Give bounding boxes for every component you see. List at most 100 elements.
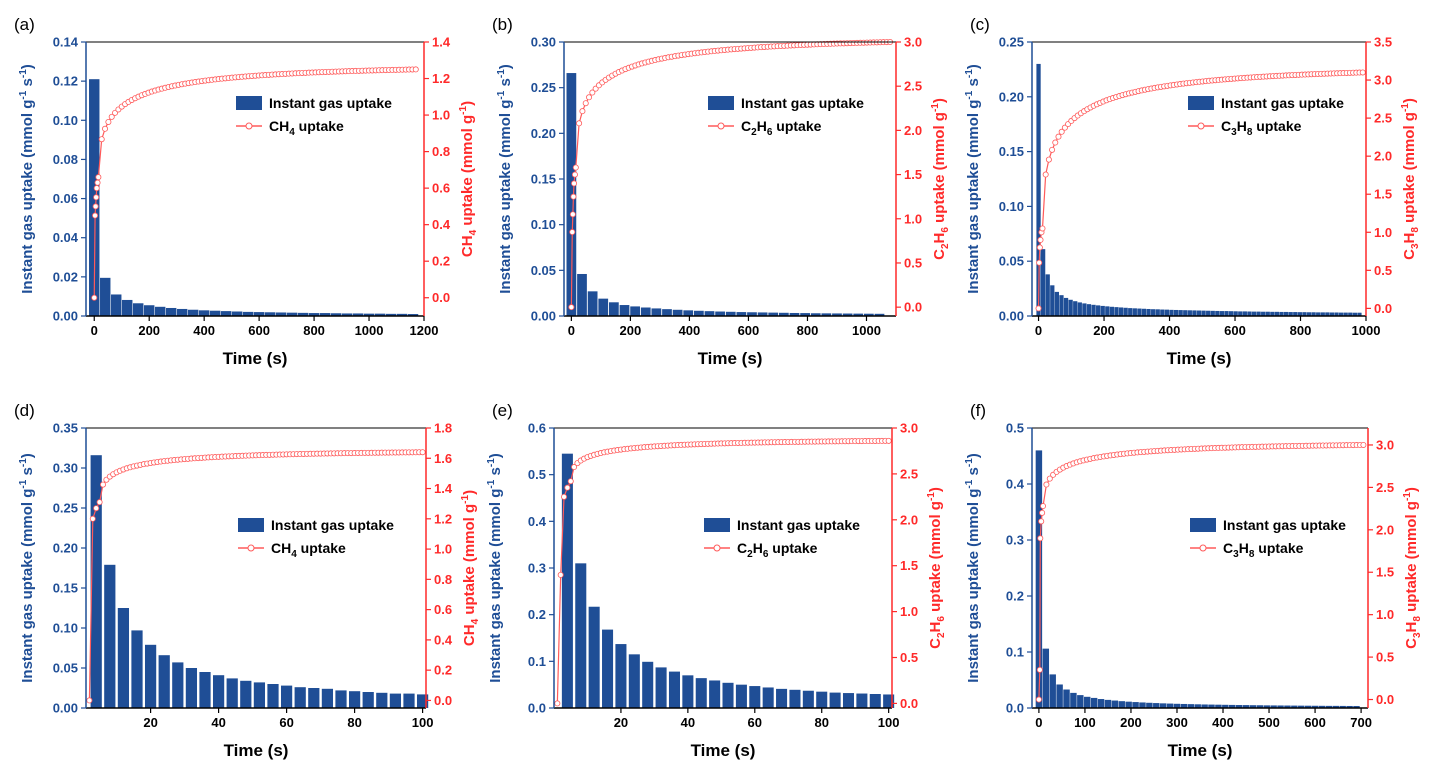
uptake-point bbox=[86, 697, 93, 704]
bar bbox=[1187, 704, 1195, 708]
x-tick-label: 400 bbox=[1212, 715, 1234, 730]
uptake-point bbox=[1052, 139, 1059, 146]
left-tick-label: 0.00 bbox=[53, 701, 78, 716]
bar bbox=[1049, 674, 1056, 708]
bar bbox=[1206, 310, 1211, 316]
bar bbox=[683, 310, 694, 316]
panel-label: (d) bbox=[14, 401, 35, 420]
x-tick-label: 1000 bbox=[1352, 323, 1381, 338]
legend-bar-label: Instant gas uptake bbox=[269, 95, 392, 111]
bar bbox=[275, 312, 287, 316]
left-tick-label: 0.20 bbox=[999, 89, 1024, 104]
bar bbox=[682, 675, 694, 708]
right-tick-label: 2.0 bbox=[1374, 149, 1392, 164]
bar bbox=[587, 291, 598, 316]
uptake-point bbox=[1055, 133, 1062, 140]
bar bbox=[132, 303, 144, 316]
bar bbox=[1306, 312, 1312, 316]
right-tick-label: 0.5 bbox=[900, 650, 918, 665]
right-tick-label: 0.4 bbox=[432, 217, 451, 232]
uptake-point bbox=[94, 179, 101, 186]
bar bbox=[1105, 306, 1110, 316]
bar bbox=[598, 298, 609, 316]
bar bbox=[1194, 704, 1201, 708]
bar bbox=[1111, 700, 1119, 708]
uptake-point bbox=[885, 437, 892, 444]
bar bbox=[832, 313, 842, 316]
bar bbox=[1132, 308, 1137, 316]
bar bbox=[385, 313, 397, 316]
bar bbox=[1283, 311, 1289, 316]
bar bbox=[1063, 689, 1070, 708]
legend-line-marker bbox=[713, 544, 721, 552]
uptake-point bbox=[419, 449, 426, 456]
legend-bar-label: Instant gas uptake bbox=[1223, 517, 1346, 533]
bar bbox=[100, 277, 111, 316]
legend-bar-swatch bbox=[236, 96, 262, 110]
bar bbox=[308, 313, 320, 316]
bar bbox=[1242, 705, 1250, 708]
legend: Instant gas uptake CH4 uptake bbox=[238, 517, 394, 560]
chart-d: (d) 0.00 0.05 0.10 0.15 0.20 0.25 0.30 0.35 0.0 0.… bbox=[14, 401, 481, 760]
bar bbox=[642, 661, 654, 708]
right-tick-label: 0.6 bbox=[434, 602, 452, 617]
left-tick-label: 0.2 bbox=[528, 607, 546, 622]
right-tick-label: 0.6 bbox=[432, 181, 450, 196]
bar bbox=[198, 310, 210, 316]
bar bbox=[1063, 297, 1069, 316]
uptake-point bbox=[572, 164, 579, 171]
bar bbox=[90, 455, 102, 708]
bar bbox=[1304, 705, 1312, 708]
right-tick-label: 2.5 bbox=[1376, 480, 1394, 495]
bar bbox=[1035, 450, 1043, 708]
bar bbox=[1068, 299, 1073, 316]
uptake-point bbox=[91, 294, 98, 301]
bar bbox=[253, 312, 265, 316]
uptake-point bbox=[412, 66, 419, 73]
bar bbox=[1118, 307, 1124, 316]
bar bbox=[640, 307, 651, 316]
x-tick-label: 40 bbox=[681, 715, 695, 730]
uptake-point bbox=[564, 484, 571, 491]
left-tick-label: 0.1 bbox=[528, 654, 546, 669]
bar bbox=[1277, 705, 1284, 708]
bar bbox=[1050, 285, 1055, 316]
left-tick-label: 0.15 bbox=[531, 172, 556, 187]
x-tick-label: 40 bbox=[211, 715, 225, 730]
x-tick-label: 20 bbox=[143, 715, 157, 730]
uptake-point bbox=[579, 108, 586, 115]
x-tick-label: 600 bbox=[738, 323, 760, 338]
x-tick-label: 400 bbox=[1159, 323, 1181, 338]
bar bbox=[1125, 701, 1132, 708]
x-tick-label: 200 bbox=[620, 323, 642, 338]
uptake-point bbox=[561, 493, 568, 500]
bar bbox=[264, 312, 276, 316]
bar bbox=[800, 313, 810, 316]
bar bbox=[1187, 310, 1192, 316]
bar bbox=[1219, 311, 1225, 316]
bar bbox=[1222, 704, 1229, 708]
bar bbox=[321, 688, 334, 708]
bar bbox=[176, 308, 188, 316]
bar bbox=[704, 311, 715, 316]
bar bbox=[1091, 304, 1096, 316]
x-tick-label: 80 bbox=[347, 715, 361, 730]
bar bbox=[1201, 310, 1206, 316]
uptake-point bbox=[1042, 171, 1049, 178]
uptake-point bbox=[100, 481, 107, 488]
bar bbox=[389, 693, 402, 708]
bar bbox=[757, 312, 768, 316]
bar bbox=[348, 691, 361, 708]
x-tick-label: 0 bbox=[91, 323, 98, 338]
bar bbox=[1228, 311, 1234, 316]
bar bbox=[715, 311, 725, 316]
chart-e: (e) 0.0 0.1 0.2 0.3 0.4 0.5 0.6 0.0 0.5 1.0 1.5 2.0 2… bbox=[486, 401, 947, 760]
bar bbox=[121, 299, 133, 316]
bar bbox=[842, 693, 855, 708]
panel-f: (f) 0.0 0.1 0.2 0.3 0.4 0.5 0.0 0.5 1.0 1.5 2.0 2.5 3… bbox=[956, 390, 1436, 772]
bar bbox=[396, 313, 408, 316]
uptake-point bbox=[571, 180, 578, 187]
right-tick-label: 1.0 bbox=[1376, 607, 1394, 622]
uptake-point bbox=[557, 571, 564, 578]
left-tick-label: 0.25 bbox=[999, 35, 1024, 50]
